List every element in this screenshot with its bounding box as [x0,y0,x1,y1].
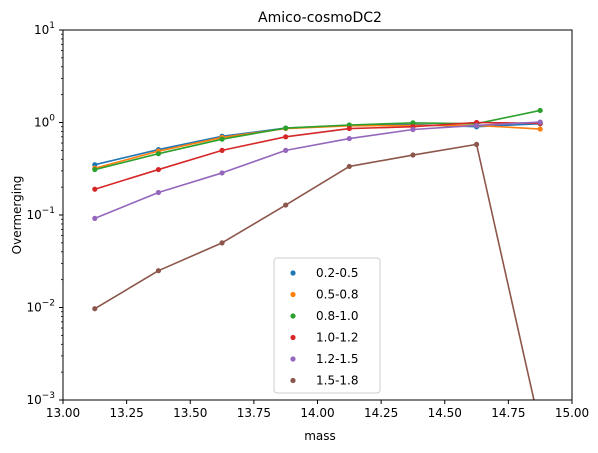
x-tick-label-7: 14.75 [491,406,525,420]
x-tick-label-0: 13.00 [46,406,80,420]
legend-marker-0.8-1.0 [290,313,295,318]
legend-label-1.2-1.5: 1.2-1.5 [316,352,359,366]
point-0.8-1.0-3 [283,125,288,130]
legend-label-0.2-0.5: 0.2-0.5 [316,266,359,280]
point-1.2-1.5-6 [474,123,479,128]
legend-label-0.8-1.0: 0.8-1.0 [316,309,359,323]
point-1.5-1.8-0 [92,306,97,311]
point-1.0-1.2-0 [92,187,97,192]
x-tick-label-8: 15.00 [555,406,589,420]
point-0.8-1.0-7 [538,108,543,113]
point-1.2-1.5-7 [538,120,543,125]
legend-label-1.0-1.2: 1.0-1.2 [316,331,359,345]
point-1.5-1.8-2 [219,240,224,245]
point-1.5-1.8-6 [474,142,479,147]
chart-title: Amico-cosmoDC2 [258,10,382,26]
legend-marker-0.5-0.8 [290,292,295,297]
point-1.2-1.5-4 [347,136,352,141]
y-axis-label: Overmerging [10,176,24,255]
point-1.0-1.2-1 [156,167,161,172]
legend-marker-0.2-0.5 [290,270,295,275]
point-1.2-1.5-2 [219,170,224,175]
point-1.5-1.8-1 [156,268,161,273]
legend-marker-1.5-1.8 [290,378,295,383]
point-0.8-1.0-2 [219,137,224,142]
x-tick-label-1: 13.25 [109,406,143,420]
x-axis-label: mass [304,429,336,443]
legend-marker-1.0-1.2 [290,335,295,340]
point-1.2-1.5-1 [156,190,161,195]
point-0.8-1.0-1 [156,151,161,156]
point-1.2-1.5-0 [92,216,97,221]
point-1.0-1.2-2 [219,148,224,153]
point-1.5-1.8-3 [283,202,288,207]
x-tick-label-2: 13.50 [173,406,207,420]
point-1.5-1.8-4 [347,164,352,169]
x-tick-label-5: 14.25 [364,406,398,420]
legend-marker-1.2-1.5 [290,356,295,361]
legend-label-1.5-1.8: 1.5-1.8 [316,374,359,388]
legend-label-0.5-0.8: 0.5-0.8 [316,288,359,302]
point-1.2-1.5-5 [410,127,415,132]
legend: 0.2-0.5 0.5-0.8 0.8-1.0 1.0-1.2 1.2-1.5 1.5-1… [274,258,380,393]
point-0.5-0.8-7 [538,126,543,131]
point-1.0-1.2-4 [347,126,352,131]
point-1.2-1.5-3 [283,148,288,153]
point-1.0-1.2-3 [283,134,288,139]
x-tick-label-3: 13.75 [237,406,271,420]
point-0.8-1.0-0 [92,167,97,172]
x-tick-label-6: 14.50 [428,406,462,420]
point-1.5-1.8-5 [410,152,415,157]
x-tick-label-4: 14.00 [300,406,334,420]
